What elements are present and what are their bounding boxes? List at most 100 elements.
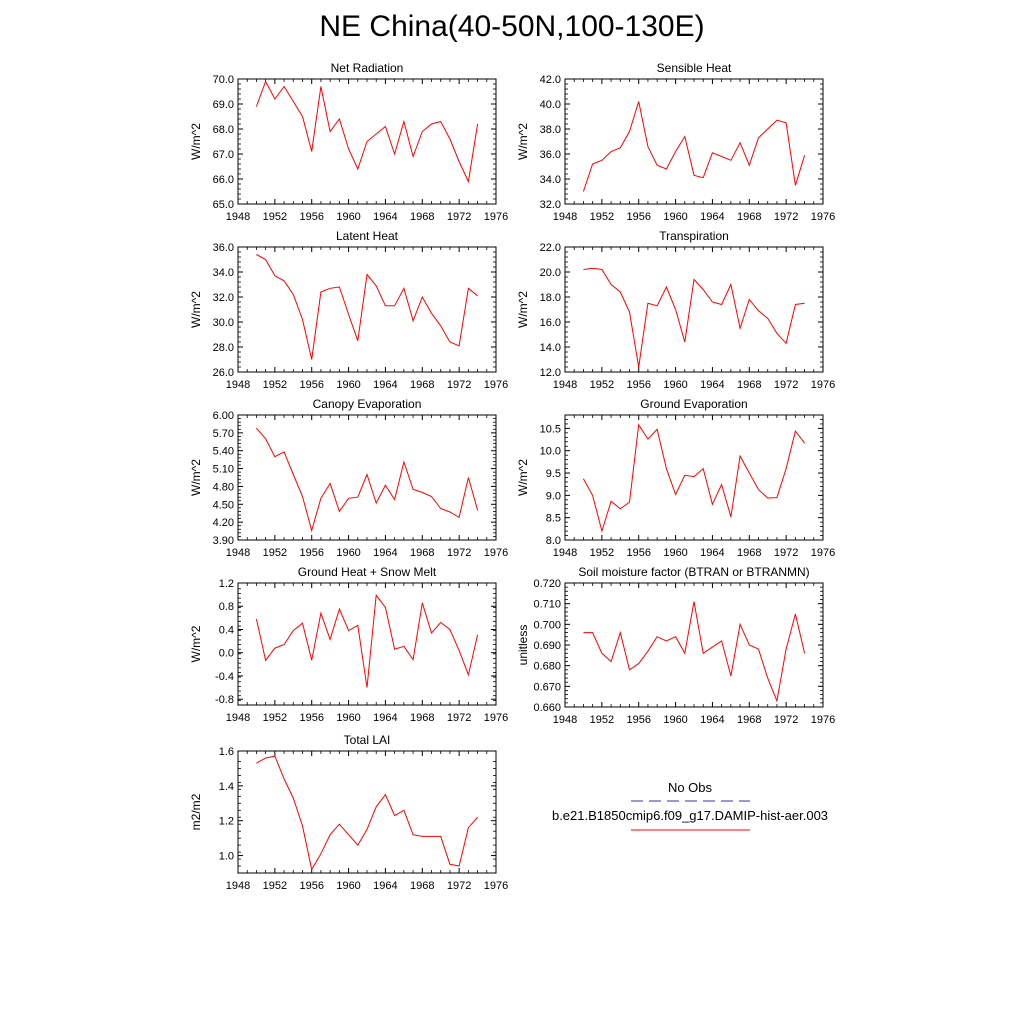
x-tick-label: 1972 xyxy=(447,379,471,391)
x-tick-label: 1972 xyxy=(774,211,798,223)
y-tick-label: 4.50 xyxy=(213,499,234,511)
x-tick-label: 1972 xyxy=(447,547,471,559)
panel-8: Soil moisture factor (BTRAN or BTRANMN) u… xyxy=(516,565,835,726)
y-tick-label: 0.690 xyxy=(533,640,561,652)
x-tick-label: 1960 xyxy=(336,379,360,391)
series-line xyxy=(583,601,806,703)
legend: No Obs b.e21.B1850cmip6.f09_g17.DAMIP-hi… xyxy=(552,780,828,831)
x-tick-label: 1952 xyxy=(263,880,287,892)
x-tick-label: 1972 xyxy=(774,379,798,391)
series-line xyxy=(582,423,805,533)
x-tick-label: 1956 xyxy=(626,211,650,223)
y-tick-label: 65.0 xyxy=(213,199,234,211)
y-tick-label: 32.0 xyxy=(213,292,234,304)
plot-frame xyxy=(564,78,824,205)
series-line xyxy=(583,267,805,368)
y-tick-label: 1.6 xyxy=(219,746,234,758)
x-tick-label: 1952 xyxy=(263,211,287,223)
x-tick-label: 1952 xyxy=(590,211,614,223)
y-tick-label: 0.670 xyxy=(533,681,561,693)
y-tick-label: 69.0 xyxy=(213,99,234,111)
y-tick-label: 5.40 xyxy=(213,446,234,458)
x-tick-label: 1968 xyxy=(737,714,761,726)
x-tick-label: 1952 xyxy=(590,547,614,559)
panel-title: Ground Evaporation xyxy=(640,397,747,411)
y-tick-label: 4.80 xyxy=(213,481,234,493)
y-tick-label: 12.0 xyxy=(540,367,561,379)
plot-frame xyxy=(564,414,824,541)
x-tick-label: 1964 xyxy=(373,880,397,892)
x-tick-label: 1976 xyxy=(811,379,835,391)
x-tick-label: 1972 xyxy=(774,547,798,559)
series-line xyxy=(582,101,806,192)
x-tick-label: 1968 xyxy=(410,211,434,223)
y-tick-label: 30.0 xyxy=(213,317,234,329)
y-tick-label: 16.0 xyxy=(540,317,561,329)
x-tick-label: 1960 xyxy=(663,547,687,559)
x-tick-label: 1960 xyxy=(336,211,360,223)
y-tick-label: 36.0 xyxy=(540,149,561,161)
x-tick-label: 1948 xyxy=(553,379,577,391)
y-tick-label: 34.0 xyxy=(540,174,561,186)
x-tick-label: 1976 xyxy=(811,211,835,223)
x-tick-label: 1956 xyxy=(299,712,323,724)
x-tick-label: 1968 xyxy=(737,379,761,391)
x-tick-label: 1948 xyxy=(226,211,250,223)
x-tick-label: 1968 xyxy=(410,712,434,724)
panel-9: Total LAI m2/m2 1948 1952 1956 1960 1964 1968 19… xyxy=(189,733,508,892)
y-axis-label: W/m^2 xyxy=(189,459,203,496)
x-tick-label: 1968 xyxy=(410,547,434,559)
x-tick-label: 1972 xyxy=(774,714,798,726)
x-tick-label: 1952 xyxy=(263,547,287,559)
x-tick-label: 1968 xyxy=(410,379,434,391)
panel-7: Ground Heat + Snow Melt W/m^2 1948 1952 1956… xyxy=(189,565,508,724)
y-tick-label: 68.0 xyxy=(213,124,234,136)
y-tick-label: 67.0 xyxy=(213,149,234,161)
x-tick-label: 1968 xyxy=(737,211,761,223)
x-tick-label: 1976 xyxy=(811,547,835,559)
x-tick-label: 1976 xyxy=(811,714,835,726)
y-tick-label: 6.00 xyxy=(213,410,234,422)
y-tick-label: 9.0 xyxy=(546,490,561,502)
panel-1: Net Radiation W/m^2 1948 1952 1956 1960 1964 19… xyxy=(189,61,508,223)
y-tick-label: 34.0 xyxy=(213,267,234,279)
y-tick-label: 0.710 xyxy=(533,599,561,611)
series-line xyxy=(256,427,479,533)
y-tick-label: 20.0 xyxy=(540,267,561,279)
x-tick-label: 1964 xyxy=(373,547,397,559)
panel-title: Soil moisture factor (BTRAN or BTRANMN) xyxy=(578,565,809,579)
x-tick-label: 1972 xyxy=(447,211,471,223)
y-tick-label: 0.4 xyxy=(219,624,234,636)
x-tick-label: 1948 xyxy=(226,880,250,892)
y-tick-label: 1.0 xyxy=(219,851,234,863)
series-line xyxy=(256,254,478,360)
x-tick-label: 1964 xyxy=(373,379,397,391)
y-tick-label: 1.2 xyxy=(219,816,234,828)
panel-5: Canopy Evaporation W/m^2 1948 1952 1956 1960 1… xyxy=(189,397,508,559)
page-title: NE China(40-50N,100-130E) xyxy=(319,10,705,43)
panel-title: Total LAI xyxy=(344,733,391,747)
panel-title: Sensible Heat xyxy=(657,61,732,75)
x-tick-label: 1972 xyxy=(447,712,471,724)
y-tick-label: 0.660 xyxy=(533,702,561,714)
y-tick-label: 28.0 xyxy=(213,342,234,354)
panel-3: Latent Heat W/m^2 1948 1952 1956 1960 1964 1968… xyxy=(189,229,508,391)
y-tick-label: 32.0 xyxy=(540,199,561,211)
y-tick-label: 10.0 xyxy=(540,446,561,458)
x-tick-label: 1964 xyxy=(373,211,397,223)
x-tick-label: 1960 xyxy=(336,712,360,724)
y-axis-label: W/m^2 xyxy=(516,291,530,328)
x-tick-label: 1964 xyxy=(700,211,724,223)
y-tick-label: 5.10 xyxy=(213,464,234,476)
y-axis-label: m2/m2 xyxy=(189,793,203,830)
panel-title: Net Radiation xyxy=(331,61,404,75)
x-tick-label: 1948 xyxy=(226,547,250,559)
plot-frame xyxy=(237,750,497,874)
y-tick-label: 66.0 xyxy=(213,174,234,186)
x-tick-label: 1976 xyxy=(484,880,508,892)
panel-title: Ground Heat + Snow Melt xyxy=(298,565,437,579)
y-tick-label: 3.90 xyxy=(213,535,234,547)
y-axis-label: unitless xyxy=(516,625,530,666)
x-tick-label: 1948 xyxy=(553,211,577,223)
